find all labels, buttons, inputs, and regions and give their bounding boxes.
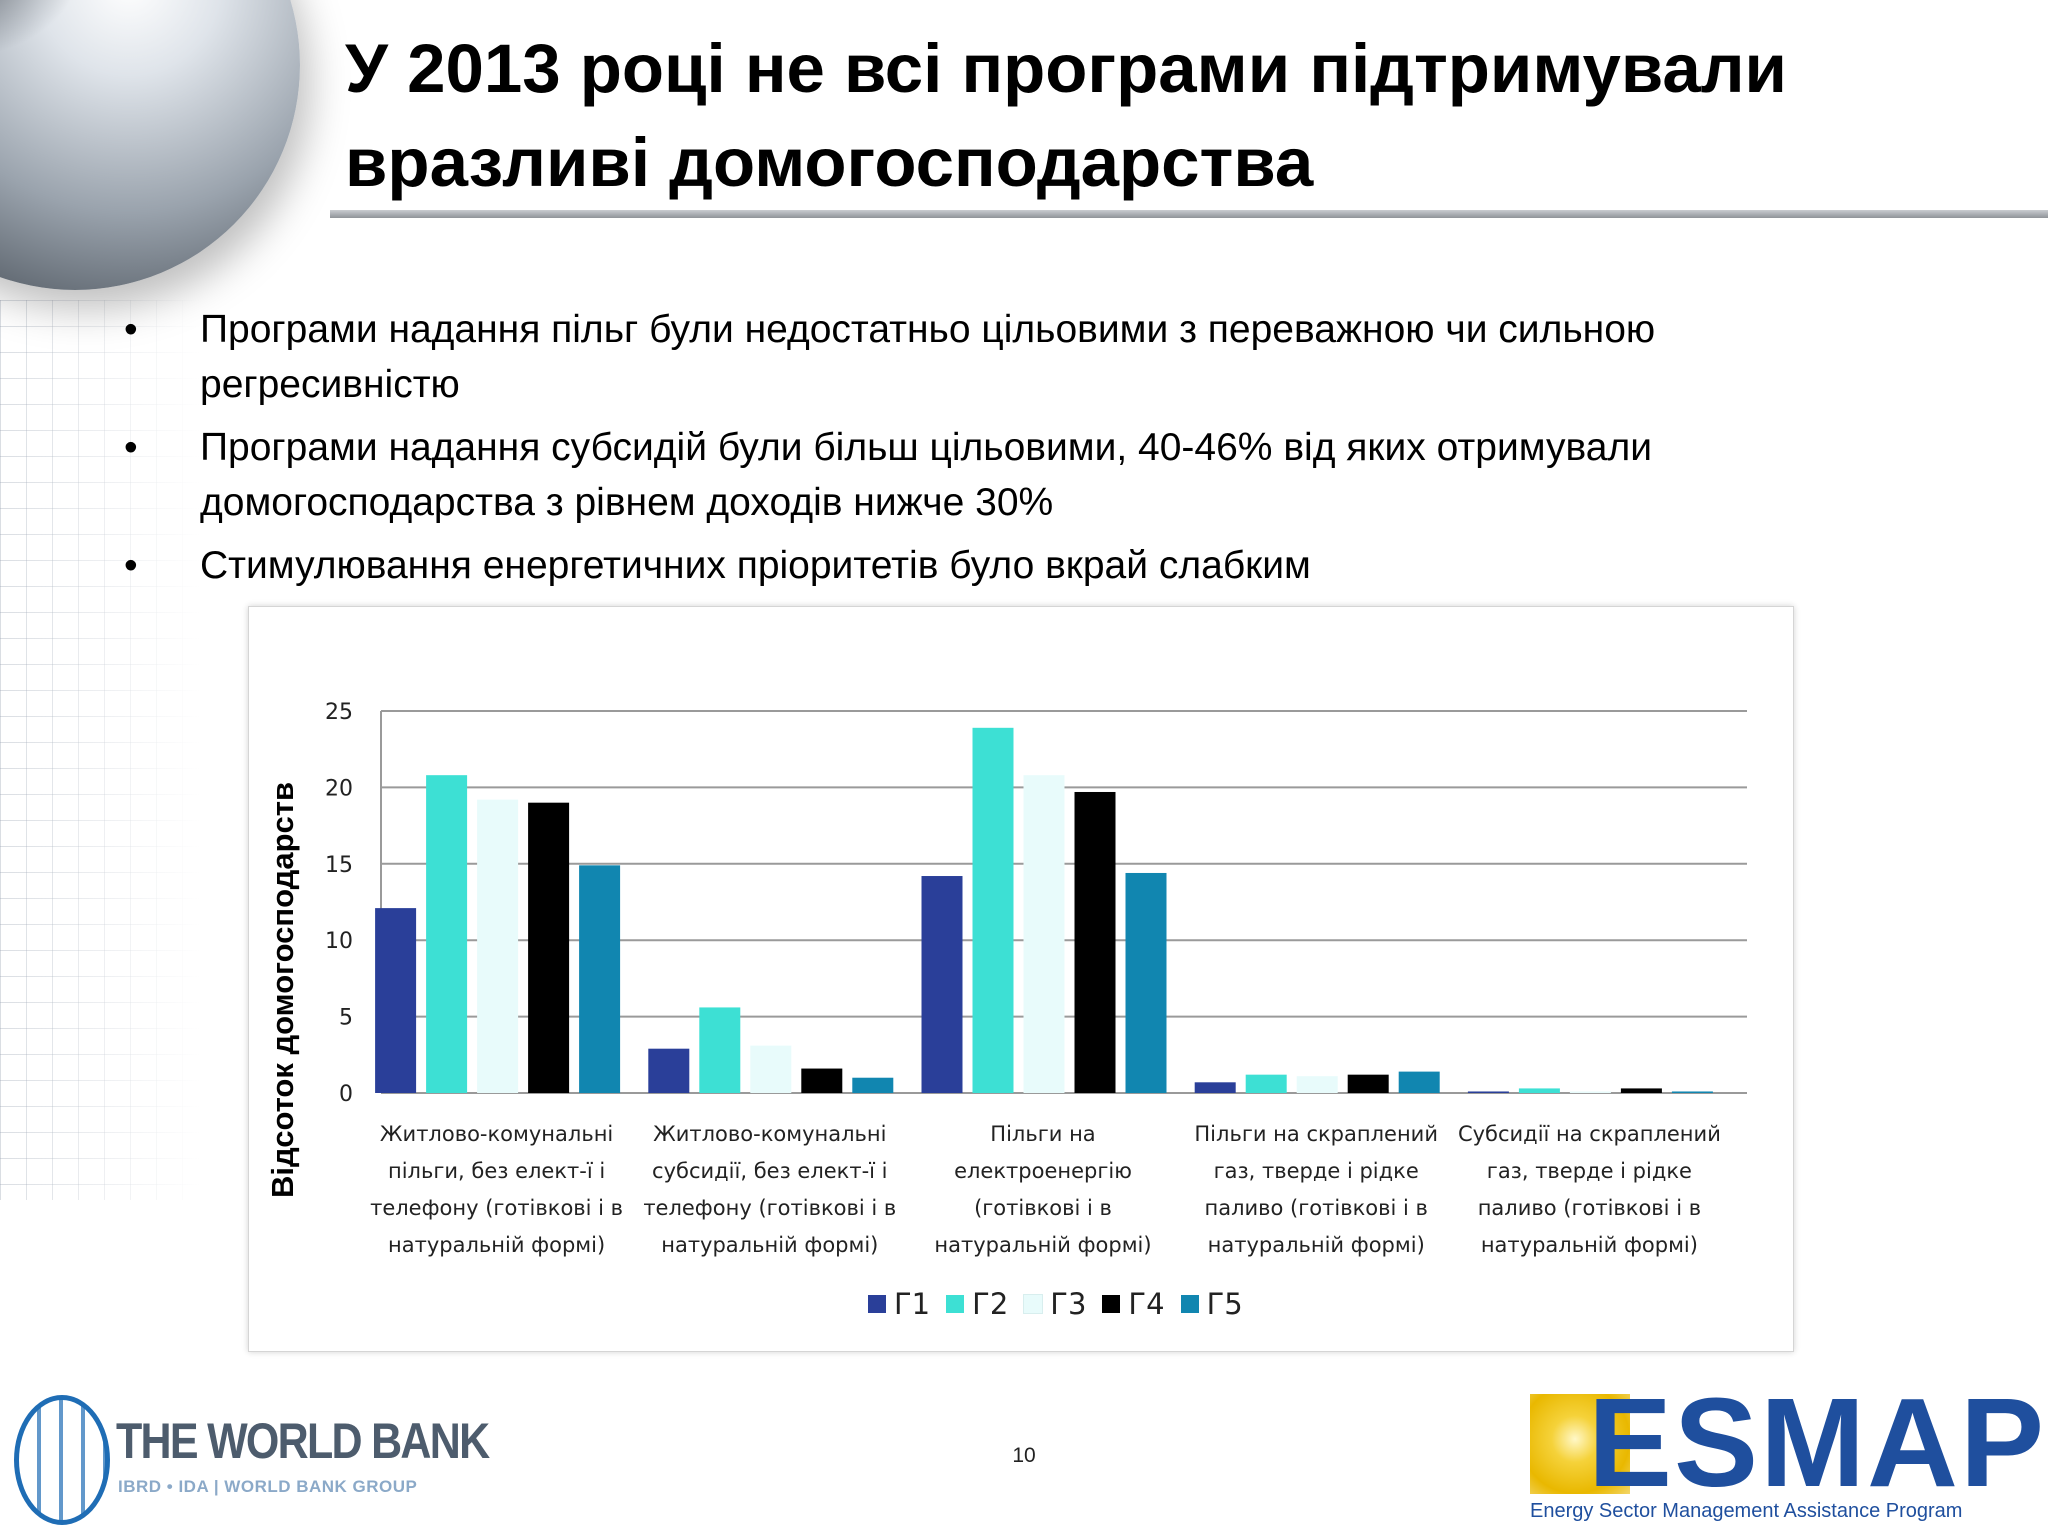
esmap-logo: ESMAP Energy Sector Management Assistanc… [1526,1378,2048,1536]
legend-label: Г1 [894,1287,931,1321]
bullet-text: домогосподарства з рівнем доходів нижче … [200,481,1054,524]
bar [528,802,570,1093]
x-category-label: Пільги на [990,1122,1096,1146]
world-bank-logo-subtitle: IBRD • IDA | WORLD BANK GROUP [118,1477,418,1496]
bullet-icon: • [124,426,138,469]
legend-swatch [868,1295,886,1313]
x-category-label: електроенергію [954,1159,1132,1183]
y-tick-label: 10 [325,929,353,954]
bullet-list: • Програми надання пільг були недостатнь… [120,302,2000,601]
legend-item: Г2 [946,1287,1008,1321]
sun-icon [1530,1394,1630,1494]
legend-label: Г5 [1206,1287,1243,1321]
bar [1023,775,1065,1093]
legend-swatch [1102,1295,1121,1313]
x-category-label: телефону (готівкові і в [643,1196,897,1220]
legend-item: Г5 [1180,1287,1243,1321]
bar [477,799,519,1093]
x-category-label: пільги, без елект-ї і [387,1159,606,1183]
x-category-label: газ, тверде і рідке [1213,1159,1419,1183]
y-tick-label: 0 [339,1082,353,1107]
x-category-label: натуральній формі) [388,1233,606,1257]
bar [1398,1071,1440,1093]
x-category-label: натуральній формі) [1480,1233,1698,1257]
bar [921,876,963,1093]
x-category-label: натуральній формі) [661,1233,879,1257]
legend-swatch [1023,1294,1044,1314]
bar [1671,1091,1713,1093]
legend-label: Г2 [972,1287,1009,1321]
bullet-item: • Програми надання пільг були недостатнь… [120,302,2000,412]
bar [375,908,417,1093]
y-tick-label: 15 [325,853,353,878]
title-divider [330,210,2048,218]
legend-item: Г1 [868,1287,930,1321]
legend-item: Г3 [1023,1287,1087,1321]
bar [801,1068,843,1093]
x-category-label: Субсидії на скраплений [1457,1122,1721,1146]
x-category-label: натуральній формі) [1207,1233,1425,1257]
y-tick-label: 20 [325,776,353,801]
y-tick-label: 25 [325,700,353,725]
bar [648,1048,690,1093]
bar [1347,1074,1389,1093]
y-tick-label: 5 [339,1006,353,1031]
slide-title: У 2013 році не всі програми підтримували… [345,22,2025,210]
world-bank-emblem-icon [14,1395,110,1525]
bar [750,1045,792,1093]
page-number: 10 [1012,1444,1036,1467]
bar [426,775,468,1093]
bar [1245,1074,1287,1093]
esmap-logo-subtitle: Energy Sector Management Assistance Prog… [1530,1500,1963,1522]
x-category-label: субсидії, без елект-ї і [652,1159,888,1183]
legend-label: Г4 [1128,1287,1165,1321]
slide-title-line-1: У 2013 році не всі програми підтримували [345,30,1787,107]
x-category-label: Житлово-комунальні [653,1122,887,1146]
legend-item: Г4 [1102,1287,1165,1321]
bar [1296,1076,1338,1093]
x-category-label: (готівкові і в [974,1196,1112,1220]
globe-icon [0,0,300,290]
bullet-text: Програми надання пільг були недостатньо … [200,308,1656,351]
bullet-text: Програми надання субсидій були більш ціл… [200,426,1653,469]
legend-swatch [946,1295,965,1313]
bar-chart: 0 5 10 15 20 25 [325,700,1747,1107]
bar [1074,791,1116,1093]
bar [1518,1088,1560,1093]
bullet-item: • Програми надання субсидій були більш ц… [120,420,2000,530]
world-bank-logo: THE WORLD BANK IBRD • IDA | WORLD BANK G… [14,1395,490,1535]
bar [699,1007,741,1093]
slide-title-line-2: вразливі домогосподарства [345,124,1314,201]
x-category-label: газ, тверде і рідке [1486,1159,1692,1183]
background-grid-pattern [0,300,200,1200]
x-category-label: Пільги на скраплений [1194,1122,1438,1146]
x-category-label: натуральній формі) [934,1233,1152,1257]
bullet-text: Стимулювання енергетичних пріоритетів бу… [200,544,1311,587]
bullet-item: • Стимулювання енергетичних пріоритетів … [120,538,2000,593]
bar [1467,1091,1509,1093]
bar [1194,1082,1236,1093]
bullet-icon: • [124,544,138,587]
bar [1620,1088,1662,1093]
x-category-label: Житлово-комунальні [379,1122,614,1146]
bar [1125,872,1167,1093]
bullet-text: регресивністю [200,363,460,406]
bar [852,1077,894,1093]
chart-frame: 0 5 10 15 20 25 [248,606,1794,1352]
x-category-label: телефону (готівкові і в [370,1196,624,1220]
bullet-icon: • [124,308,138,351]
chart-legend: Г1 Г2 Г3 Г4 Г5 [868,1284,1259,1324]
bar [972,727,1014,1093]
x-category-label: паливо (готівкові і в [1477,1196,1702,1220]
legend-swatch [1180,1295,1199,1313]
world-bank-logo-title: THE WORLD BANK [116,1413,490,1469]
x-category-label: паливо (готівкові і в [1204,1196,1428,1220]
bar [579,865,621,1093]
bar [1569,1091,1611,1093]
y-axis-label: Відсоток домогосподарств [265,781,300,1199]
esmap-logo-title: ESMAP [1588,1372,2047,1513]
legend-label: Г3 [1050,1287,1087,1321]
